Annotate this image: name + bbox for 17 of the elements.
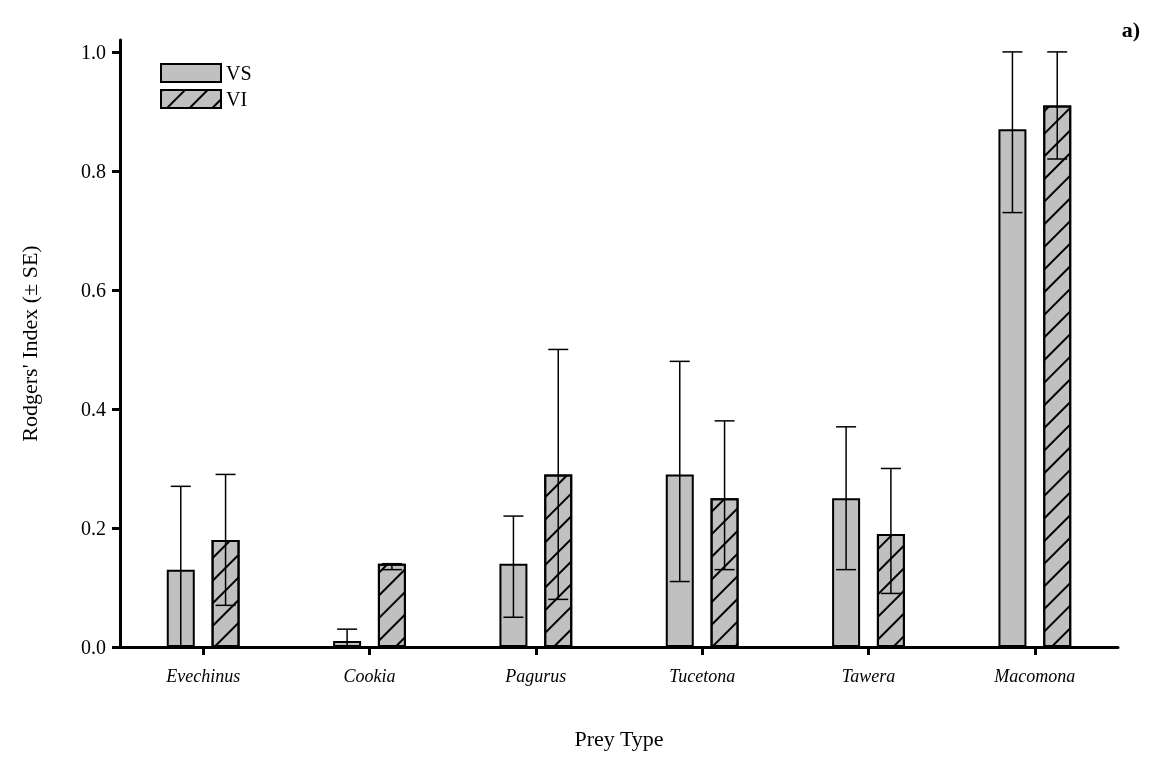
x-tick-label: Tucetona bbox=[669, 666, 736, 686]
y-tick-label: 0.4 bbox=[81, 397, 106, 420]
legend-label: VS bbox=[226, 62, 252, 84]
x-tick-label: Evechinus bbox=[165, 666, 241, 686]
x-tick-label: Macomona bbox=[993, 666, 1076, 686]
x-tick-label: Pagurus bbox=[504, 666, 567, 686]
legend-label: VI bbox=[226, 88, 248, 110]
y-tick-label: 0.8 bbox=[81, 159, 106, 182]
text: a) bbox=[1121, 16, 1140, 42]
x-tick-label: Tawera bbox=[841, 666, 896, 686]
y-tick-label: 0.0 bbox=[81, 636, 106, 658]
x-axis-title: Prey Type bbox=[574, 725, 664, 751]
y-tick-label: 0.2 bbox=[81, 516, 106, 539]
y-tick-label: 0.6 bbox=[81, 278, 106, 301]
x-tick-label: Cookia bbox=[343, 666, 396, 686]
y-tick-label: 1.0 bbox=[81, 40, 106, 63]
y-axis-title: Rodgers' Index (± SE) bbox=[16, 245, 42, 442]
